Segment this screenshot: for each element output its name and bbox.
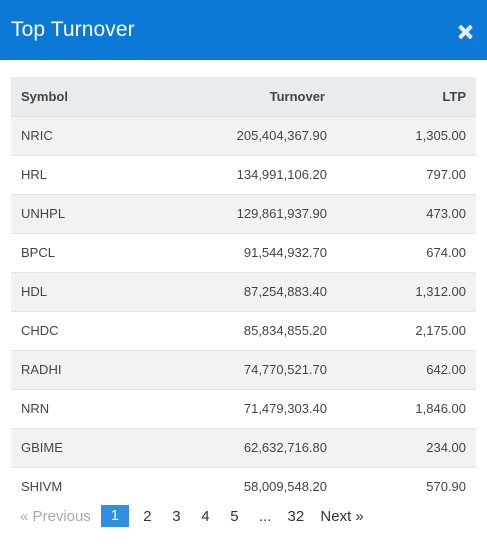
ltp-cell: 1,846.00 [337,388,476,428]
page-button-4[interactable]: 4 [201,507,210,525]
page-button-5[interactable]: 5 [230,507,239,525]
next-page-button[interactable]: Next » [320,507,364,525]
column-header-ltp[interactable]: LTP [337,77,476,117]
turnover-cell: 129,861,937.90 [161,193,337,233]
symbol-cell[interactable]: BPCL [11,232,161,272]
table-row: HDL 87,254,883.40 1,312.00 [11,271,476,311]
table-header-row: Symbol Turnover LTP [11,77,476,117]
ltp-cell: 234.00 [337,427,476,467]
symbol-cell[interactable]: RADHI [11,349,161,389]
symbol-cell[interactable]: NRN [11,388,161,428]
turnover-cell: 71,479,303.40 [161,388,337,428]
table-row: GBIME 62,632,716.80 234.00 [11,427,476,467]
column-header-turnover[interactable]: Turnover [161,77,337,117]
turnover-cell: 91,544,932.70 [161,232,337,272]
ltp-cell: 642.00 [337,349,476,389]
page-button-1[interactable]: 1 [100,505,129,527]
pagination-ellipsis: ... [258,507,272,525]
turnover-cell: 134,991,106.20 [161,154,337,194]
table-row: NRN 71,479,303.40 1,846.00 [11,388,476,428]
turnover-cell: 205,404,367.90 [161,115,337,155]
modal-title: Top Turnover [11,18,135,41]
ltp-cell: 473.00 [337,193,476,233]
table-row: BPCL 91,544,932.70 674.00 [11,232,476,272]
turnover-cell: 58,009,548.20 [161,466,337,506]
table-row: SHIVM 58,009,548.20 570.90 [11,466,476,506]
ltp-cell: 1,305.00 [337,115,476,155]
symbol-cell[interactable]: HDL [11,271,161,311]
turnover-table: Symbol Turnover LTP NRIC 205,404,367.90 … [11,77,476,506]
pagination: « Previous 1 2 3 4 5 ... 32 Next » [20,505,364,527]
page-button-2[interactable]: 2 [143,507,152,525]
symbol-cell[interactable]: CHDC [11,310,161,350]
turnover-cell: 87,254,883.40 [161,271,337,311]
column-header-symbol[interactable]: Symbol [11,77,161,117]
modal-header: Top Turnover [0,0,487,60]
ltp-cell: 2,175.00 [337,310,476,350]
ltp-cell: 570.90 [337,466,476,506]
symbol-cell[interactable]: SHIVM [11,466,161,506]
ltp-cell: 797.00 [337,154,476,194]
close-icon[interactable] [455,21,477,43]
symbol-cell[interactable]: HRL [11,154,161,194]
table-row: NRIC 205,404,367.90 1,305.00 [11,115,476,155]
symbol-cell[interactable]: NRIC [11,115,161,155]
table-row: UNHPL 129,861,937.90 473.00 [11,193,476,233]
page-button-32[interactable]: 32 [287,507,305,525]
turnover-cell: 62,632,716.80 [161,427,337,467]
previous-page-button[interactable]: « Previous [20,507,91,525]
symbol-cell[interactable]: UNHPL [11,193,161,233]
symbol-cell[interactable]: GBIME [11,427,161,467]
turnover-cell: 85,834,855.20 [161,310,337,350]
table-row: CHDC 85,834,855.20 2,175.00 [11,310,476,350]
turnover-cell: 74,770,521.70 [161,349,337,389]
page-button-3[interactable]: 3 [172,507,181,525]
table-row: HRL 134,991,106.20 797.00 [11,154,476,194]
table-row: RADHI 74,770,521.70 642.00 [11,349,476,389]
ltp-cell: 674.00 [337,232,476,272]
ltp-cell: 1,312.00 [337,271,476,311]
